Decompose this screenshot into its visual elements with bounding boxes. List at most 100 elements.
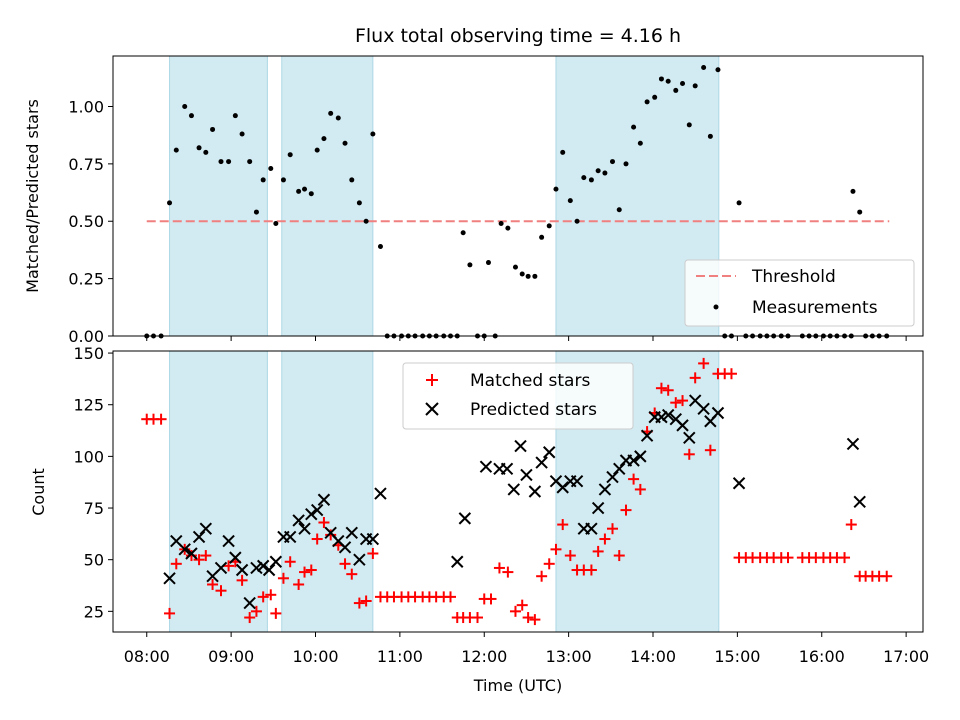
matched-star-point xyxy=(677,395,689,407)
matched-star-point xyxy=(207,578,219,590)
y-tick-label: 1.00 xyxy=(68,97,104,116)
x-tick-label: 13:00 xyxy=(546,647,592,666)
measurement-point xyxy=(686,122,692,128)
measurement-point xyxy=(370,131,376,137)
measurement-point xyxy=(182,103,188,109)
matched-star-point xyxy=(367,547,379,559)
counts-y-axis-label: Count xyxy=(29,468,48,516)
measurement-point xyxy=(532,273,538,279)
x-tick-label: 10:00 xyxy=(292,647,338,666)
measurement-point xyxy=(616,207,622,213)
matched-star-point xyxy=(543,558,555,570)
matched-star-point xyxy=(698,357,710,369)
predicted-star-point xyxy=(243,596,256,610)
matched-star-point xyxy=(845,519,857,531)
predicted-stars-points xyxy=(163,394,866,610)
predicted-star-point xyxy=(353,553,366,566)
measurement-point xyxy=(498,221,504,227)
legend-measurements-swatch xyxy=(713,304,719,310)
counts-x-axis: 08:00 09:00 10:00 11:00 12:00 13:00 14:00 15:00… xyxy=(124,632,929,666)
predicted-star-point xyxy=(214,561,228,575)
predicted-star-point xyxy=(500,462,514,475)
predicted-star-point xyxy=(292,514,305,527)
measurement-point xyxy=(581,175,587,181)
matched-star-point xyxy=(564,550,576,562)
measurement-point xyxy=(268,165,274,171)
x-tick-label: 09:00 xyxy=(208,647,254,666)
measurement-point xyxy=(637,140,643,146)
measurement-point xyxy=(658,76,664,82)
measurement-point xyxy=(232,113,238,119)
measurement-point xyxy=(525,273,531,279)
matched-star-point xyxy=(502,566,514,578)
x-tick-label: 08:00 xyxy=(124,647,170,666)
measurement-point xyxy=(314,147,320,153)
predicted-star-point xyxy=(591,501,605,515)
measurement-point xyxy=(196,145,202,151)
matched-star-point xyxy=(472,612,483,624)
matched-star-point xyxy=(628,473,640,485)
matched-star-point xyxy=(353,597,365,609)
measurement-point xyxy=(574,218,580,224)
predicted-star-point xyxy=(229,551,242,564)
predicted-star-point xyxy=(262,563,276,577)
matched-star-point xyxy=(270,607,282,619)
y-tick-label: 25 xyxy=(84,602,104,621)
matched-star-point xyxy=(620,504,632,516)
observing-window-2 xyxy=(281,350,374,633)
counts-plot-frame xyxy=(112,350,924,633)
measurement-point xyxy=(602,170,608,176)
predicted-star-point xyxy=(543,446,556,459)
predicted-star-point xyxy=(178,543,191,556)
matched-star-point xyxy=(200,550,212,562)
matched-star-point xyxy=(607,523,618,535)
matched-star-point xyxy=(360,595,372,607)
measurement-point xyxy=(715,67,721,73)
matched-star-point xyxy=(509,605,521,617)
matched-star-point xyxy=(305,564,317,576)
matched-star-point xyxy=(704,444,716,456)
predicted-star-point xyxy=(507,483,520,496)
legend-threshold-label: Threshold xyxy=(751,267,836,287)
measurement-point xyxy=(467,262,473,268)
predicted-star-point xyxy=(528,485,542,498)
measurement-point xyxy=(560,149,566,155)
ratio-legend-box xyxy=(684,259,915,327)
measurement-point xyxy=(218,159,224,165)
matched-star-point xyxy=(493,562,505,574)
predicted-star-point xyxy=(732,477,746,490)
legend-predicted-swatch xyxy=(425,402,439,416)
measurement-point xyxy=(349,177,355,183)
measurement-point xyxy=(302,186,308,192)
chart-title: Flux total observing time = 4.16 h xyxy=(355,25,681,47)
measurement-point xyxy=(595,168,601,174)
predicted-star-point xyxy=(520,468,533,482)
measurement-point xyxy=(707,133,713,139)
predicted-star-point xyxy=(570,474,584,488)
y-tick-label: 50 xyxy=(84,551,104,570)
predicted-star-point xyxy=(606,470,619,484)
matched-star-point xyxy=(164,607,176,619)
counts-y-axis: 25 50 75 100 125 150 xyxy=(73,344,113,621)
predicted-star-point xyxy=(199,522,213,535)
matched-star-point xyxy=(689,372,701,384)
observing-window-1 xyxy=(169,55,268,337)
matched-star-point xyxy=(516,599,528,611)
observing-window-2 xyxy=(281,55,374,337)
measurement-point xyxy=(857,209,863,215)
predicted-star-point xyxy=(185,547,198,560)
y-tick-label: 0.75 xyxy=(68,155,104,174)
measurement-point xyxy=(665,78,671,84)
measurement-point xyxy=(505,225,511,231)
predicted-star-point xyxy=(338,541,352,554)
matched-star-point xyxy=(557,519,569,531)
matched-star-point xyxy=(311,533,323,545)
x-tick-label: 16:00 xyxy=(799,647,845,666)
measurement-point xyxy=(460,230,466,236)
matched-star-point xyxy=(325,529,337,541)
predicted-star-point xyxy=(366,532,380,546)
x-tick-label: 15:00 xyxy=(714,647,760,666)
measurement-point xyxy=(850,188,856,194)
x-tick-label: 14:00 xyxy=(630,647,676,666)
measurement-point xyxy=(680,81,686,87)
